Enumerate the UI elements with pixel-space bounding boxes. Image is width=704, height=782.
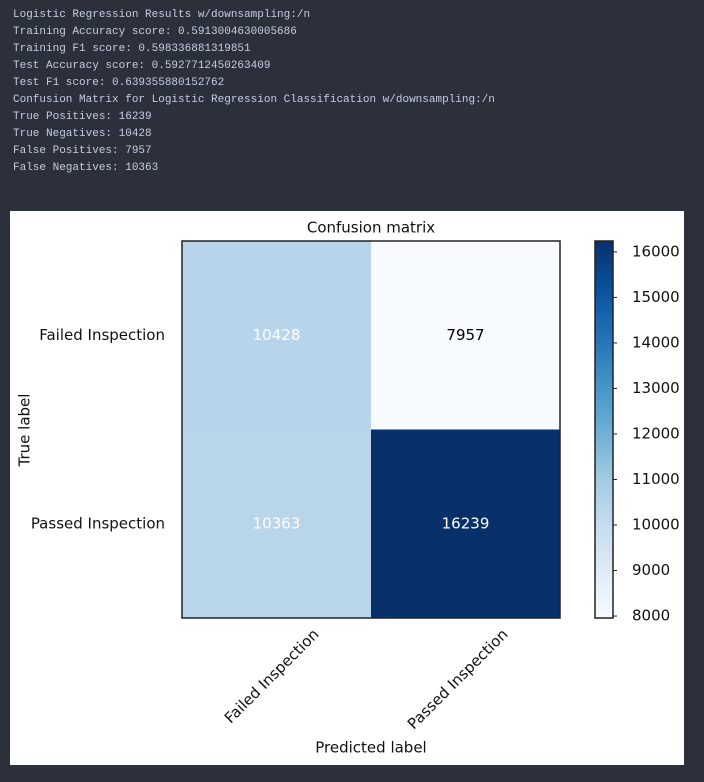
console-line: False Positives: 7957 [13,145,152,157]
colorbar-tick-label: 8000 [632,607,670,625]
heatmap-cell [182,429,371,618]
console-line: Confusion Matrix for Logistic Regression… [13,94,495,106]
y-axis-label: True label [16,394,34,468]
heatmap-cell [371,429,560,618]
console-line: Training Accuracy score: 0.5913004630005… [13,26,297,38]
colorbar-tick-label: 11000 [632,470,680,488]
console-line: True Negatives: 10428 [13,128,152,140]
cell-value: 16239 [442,514,490,532]
colorbar-tick-label: 14000 [632,333,680,351]
console-line: Test Accuracy score: 0.5927712450263409 [13,60,270,72]
colorbar-tick-label: 15000 [632,288,680,306]
colorbar-tick-label: 10000 [632,516,680,534]
console-line: False Negatives: 10363 [13,162,158,174]
cell-value: 10428 [253,326,301,344]
console-line: Logistic Regression Results w/downsampli… [13,9,310,21]
cell-value: 7957 [446,326,484,344]
colorbar [594,240,614,619]
colorbar-tick-label: 13000 [632,379,680,397]
heatmap-cell [371,241,560,430]
colorbar-tick-label: 16000 [632,242,680,260]
console-line: Training F1 score: 0.598336881319851 [13,43,251,55]
y-tick-label: Failed Inspection [39,326,165,344]
cell-value: 10363 [253,514,301,532]
colorbar-tick-label: 9000 [632,561,670,579]
plot-frame [181,240,561,619]
colorbar-tick-label: 12000 [632,424,680,442]
console-line: True Positives: 16239 [13,111,152,123]
y-tick-label: Passed Inspection [31,514,165,532]
console-line: Test F1 score: 0.639355880152762 [13,77,224,89]
chart-title: Confusion matrix [307,219,435,237]
heatmap-cell [182,241,371,430]
x-axis-label: Predicted label [315,739,426,757]
